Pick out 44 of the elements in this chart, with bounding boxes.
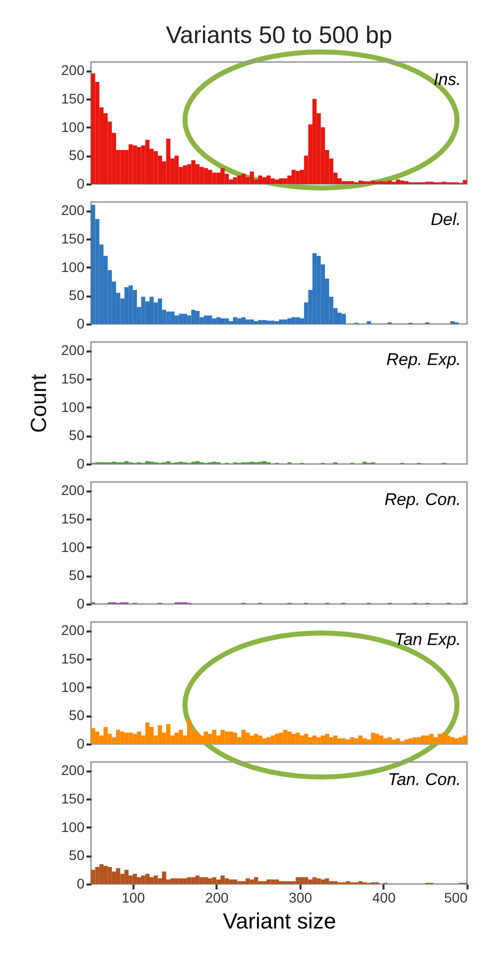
y-tick-label: 200 xyxy=(61,62,85,78)
y-tick-label: 0 xyxy=(76,876,85,892)
x-tick-label: 200 xyxy=(205,890,229,906)
y-tick-label: 50 xyxy=(68,427,85,444)
y-tick-label: 50 xyxy=(68,147,85,164)
y-tick-label: 150 xyxy=(61,370,85,386)
y-tick-label: 0 xyxy=(76,316,85,332)
chart-title: Variants 50 to 500 bp xyxy=(166,22,392,49)
y-tick-label: 200 xyxy=(61,622,85,638)
x-axis-title: Variant size xyxy=(222,908,336,934)
annotation: Rep. Con. xyxy=(384,490,461,509)
x-tick-label: 500 xyxy=(444,890,468,906)
y-tick-label: 100 xyxy=(61,818,85,835)
y-tick-label: 50 xyxy=(68,707,85,724)
y-tick-label: 200 xyxy=(61,762,85,778)
y-tick-label: 150 xyxy=(61,790,85,806)
x-tick-label: 400 xyxy=(372,890,396,906)
y-tick-label: 100 xyxy=(61,678,85,695)
y-tick-label: 100 xyxy=(61,118,85,135)
y-tick-label: 0 xyxy=(76,456,85,472)
annotation: Rep. Exp. xyxy=(386,350,461,369)
y-tick-label: 100 xyxy=(61,538,85,555)
annotation: Del. xyxy=(430,210,461,229)
y-tick-label: 150 xyxy=(61,650,85,666)
annotation: Tan. Con. xyxy=(388,770,461,789)
annotation: Tan Exp. xyxy=(394,630,461,649)
y-tick-label: 150 xyxy=(61,90,85,106)
y-tick-label: 0 xyxy=(76,596,85,612)
y-tick-label: 100 xyxy=(61,398,85,415)
y-tick-label: 100 xyxy=(61,258,85,275)
y-tick-label: 50 xyxy=(68,847,85,864)
y-tick-label: 150 xyxy=(61,230,85,246)
y-tick-label: 200 xyxy=(61,482,85,498)
y-tick-label: 0 xyxy=(76,176,85,192)
y-tick-label: 50 xyxy=(68,287,85,304)
y-tick-label: 50 xyxy=(68,567,85,584)
y-tick-label: 150 xyxy=(61,510,85,526)
y-tick-label: 0 xyxy=(76,736,85,752)
x-tick-label: 300 xyxy=(288,890,312,906)
annotation: Ins. xyxy=(434,70,461,89)
y-axis-title: Count xyxy=(26,374,52,433)
y-tick-label: 200 xyxy=(61,202,85,218)
y-tick-label: 200 xyxy=(61,342,85,358)
x-tick-label: 100 xyxy=(122,890,146,906)
